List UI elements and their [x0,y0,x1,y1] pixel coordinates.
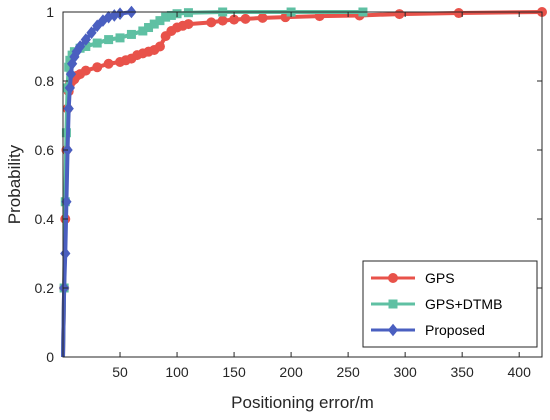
legend-label: GPS+DTMB [425,296,502,312]
x-tick-label: 100 [165,364,189,380]
x-tick-label: 350 [450,364,474,380]
y-tick-label: 0.4 [35,211,55,227]
data-point [92,38,102,48]
data-point [103,58,114,69]
data-point [217,15,228,26]
data-point [92,19,103,33]
data-point [240,13,251,24]
data-point [257,12,268,23]
x-tick-label: 150 [222,364,246,380]
y-tick-label: 1 [46,4,54,20]
data-point [115,33,125,43]
data-point [104,35,114,45]
data-point [63,102,74,115]
legend-marker [388,299,398,309]
x-tick-label: 250 [336,364,360,380]
legend-item: GPS [371,270,455,286]
data-point [394,9,405,20]
axes-box [62,11,543,358]
y-tick-label: 0.6 [35,142,55,158]
data-point [74,40,86,53]
legend-label: GPS [425,270,455,286]
data-point [183,19,194,30]
data-point [80,33,91,46]
legend-label: Proposed [425,322,485,338]
data-point [64,81,75,95]
x-tick-label: 400 [508,364,532,380]
data-point [154,41,165,52]
data-point [183,8,193,18]
legend-item: Proposed [371,322,485,338]
data-point [65,67,77,81]
data-point [92,62,103,73]
legend: GPS GPS+DTMB Proposed [362,260,538,348]
legend-item: GPS+DTMB [371,296,502,312]
x-axis-label: Positioning error/m [231,393,374,412]
legend-marker [387,323,399,337]
series-layer [58,5,547,358]
axes-layer: 50 100 150 200 250 300 350 400 0 0.2 0.4 0.6 0.8 1 [35,4,543,380]
y-axis-label: Probability [5,144,24,224]
data-point [86,26,97,39]
data-point [126,29,136,39]
data-point [206,17,217,28]
y-tick-label: 0.8 [35,73,55,89]
data-point [80,65,91,76]
x-tick-label: 200 [279,364,303,380]
x-tick-label: 300 [393,364,417,380]
y-tick-label: 0 [46,349,54,365]
y-tick-label: 0.2 [35,280,55,296]
data-point [453,8,464,19]
x-tick-label: 50 [112,364,128,380]
legend-marker [388,273,398,283]
